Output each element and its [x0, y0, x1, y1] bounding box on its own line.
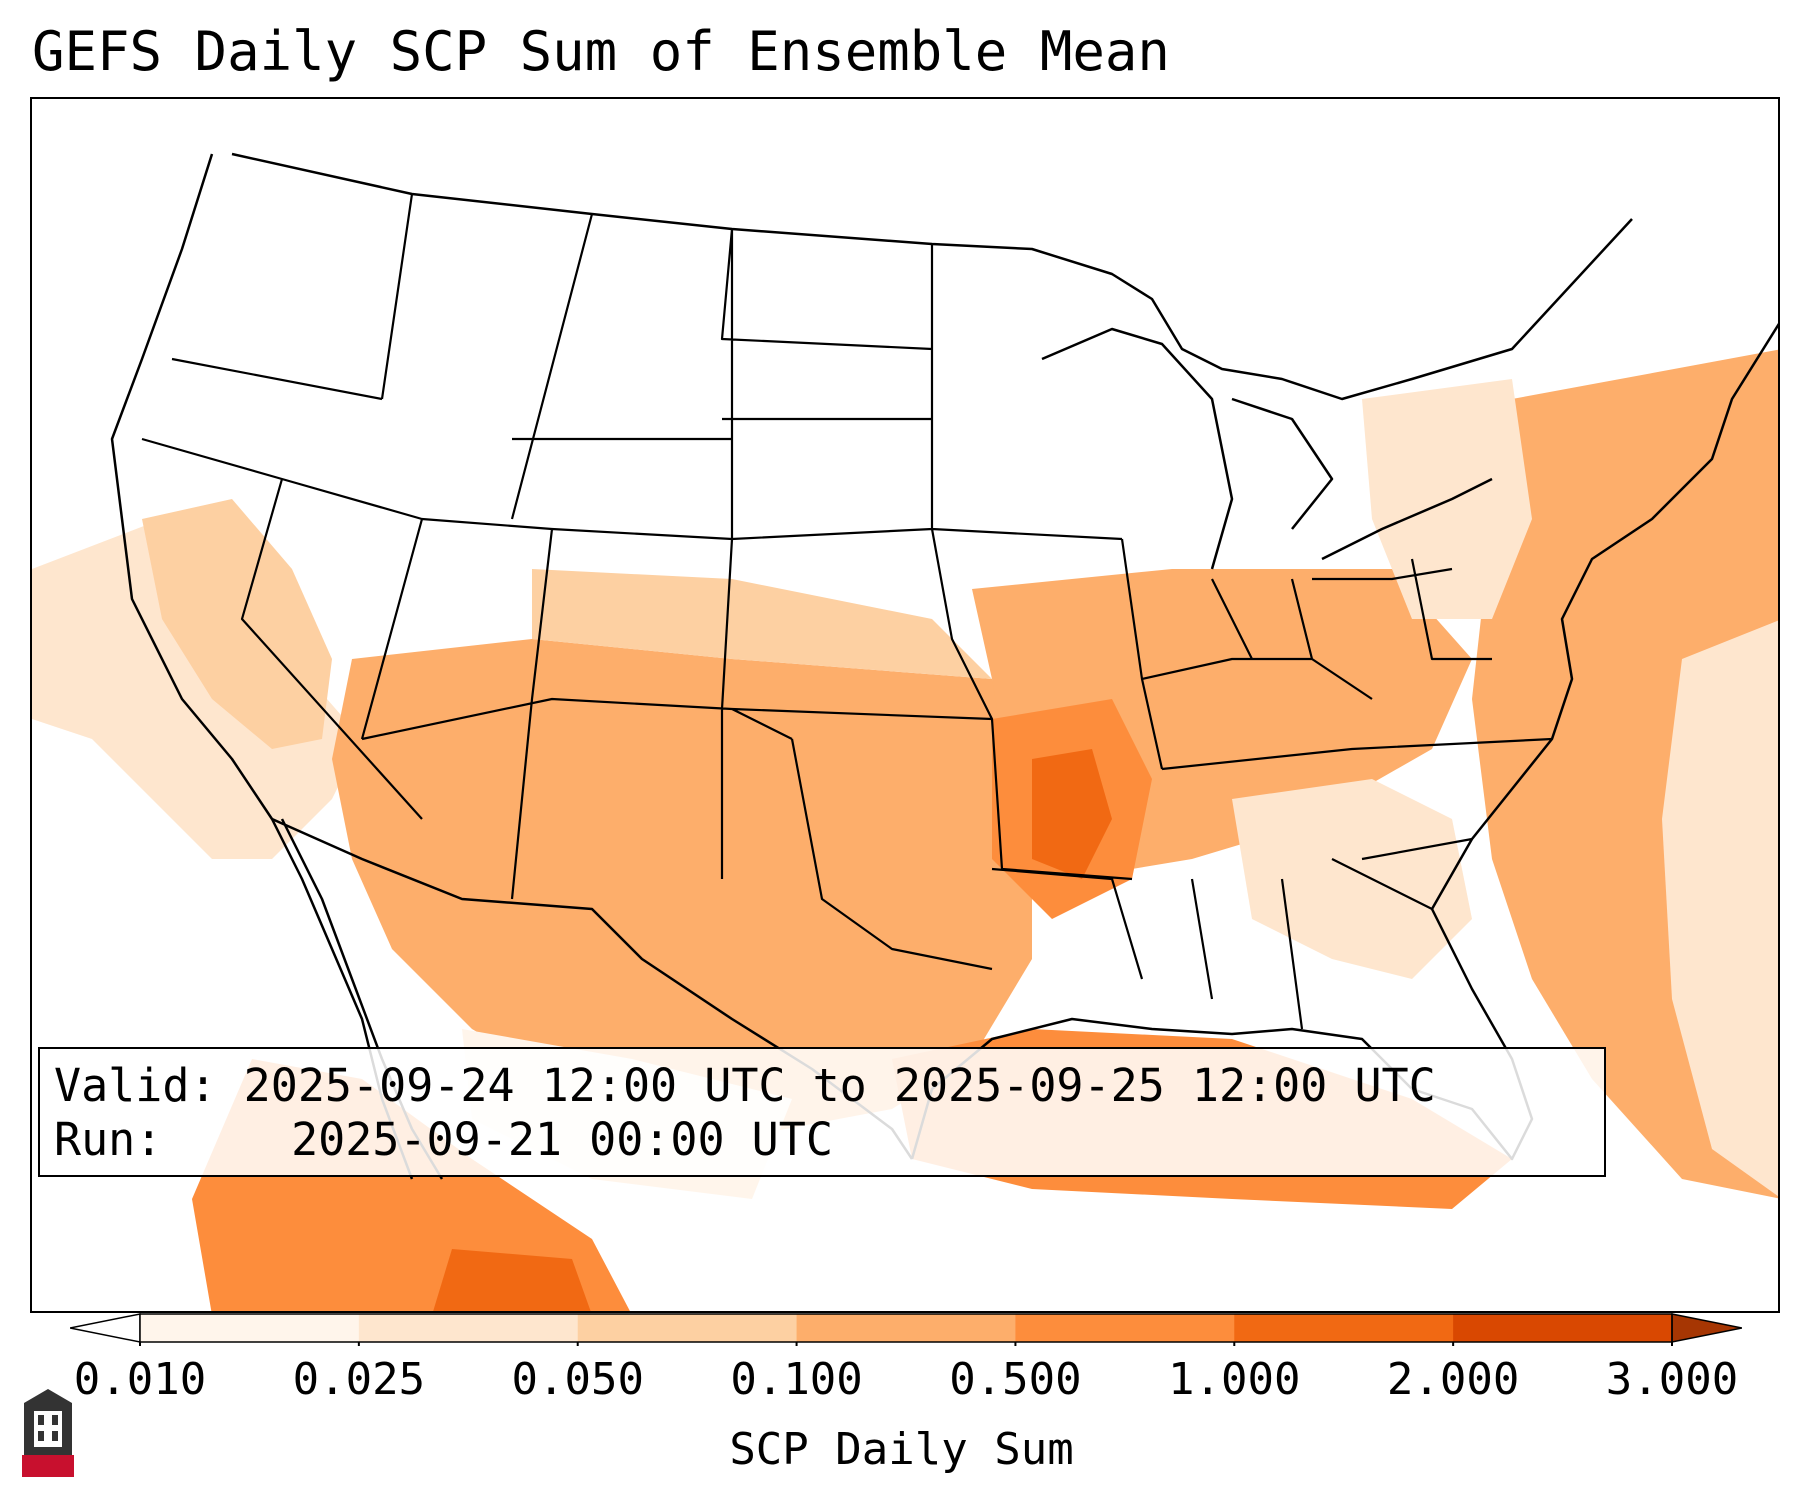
scp-region-plains-light	[532, 569, 992, 679]
colorbar-segment	[1015, 1314, 1235, 1342]
scp-region-west-light	[32, 519, 362, 859]
colorbar-tick-label: 2.000	[1386, 1354, 1520, 1405]
east-coastline	[1430, 323, 1778, 910]
run-line: Run: 2025-09-21 00:00 UTC	[54, 1113, 1590, 1167]
colorbar-svg	[69, 1313, 1743, 1346]
colorbar-outline	[139, 1313, 1673, 1343]
colorbar-label: SCP Daily Sum	[729, 1424, 1074, 1475]
colorbar-tick-label: 0.025	[292, 1354, 426, 1405]
colorbar-tick-label: 0.100	[730, 1354, 863, 1405]
colorbar-segment	[796, 1314, 1016, 1342]
colorbar-over-triangle	[1671, 1313, 1743, 1343]
scp-region-southwest	[332, 639, 1032, 1139]
run-label: Run:	[54, 1113, 163, 1166]
scp-region-northeast	[1362, 379, 1532, 619]
colorbar-tick-label: 3.000	[1605, 1354, 1739, 1405]
valid-line: Valid: 2025-09-24 12:00 UTC to 2025-09-2…	[54, 1059, 1590, 1113]
state-borders	[141, 193, 1553, 1030]
colorbar-tick-label: 0.500	[949, 1354, 1082, 1405]
west-coastline	[110, 153, 414, 1180]
map-panel[interactable]	[30, 97, 1780, 1313]
niu-logo	[20, 1385, 76, 1481]
map-title: GEFS Daily SCP Sum of Ensemble Mean	[32, 20, 1170, 83]
scp-region-mexico-pacific-max	[433, 1249, 591, 1311]
scp-region-atlantic-east-light	[1662, 620, 1778, 1197]
colorbar-tick-label: 0.050	[511, 1354, 644, 1405]
colorbar-tick-labels: 0.010 0.025 0.050 0.100 0.500 1.000 2.000 3.000	[0, 1355, 1803, 1415]
scp-region-arkansas-max	[1032, 749, 1112, 879]
colorbar-tick-label: 0.010	[73, 1354, 207, 1405]
scp-region-california	[142, 499, 332, 749]
colorbar-segment	[1234, 1314, 1454, 1342]
colorbar-segment	[1453, 1314, 1673, 1342]
colorbar-segment	[577, 1314, 798, 1342]
colorbar-segment	[358, 1314, 579, 1342]
colorbar-tick-label: 1.000	[1168, 1354, 1301, 1405]
colorbar-under-triangle	[69, 1313, 141, 1343]
run-value: 2025-09-21 00:00 UTC	[291, 1113, 833, 1166]
scp-region-southeast-light	[1232, 779, 1472, 979]
valid-run-info-box: Valid: 2025-09-24 12:00 UTC to 2025-09-2…	[38, 1047, 1606, 1177]
us-canada-border	[231, 152, 1633, 401]
colorbar	[69, 1310, 1743, 1346]
niu-logo-icon	[22, 1389, 74, 1477]
great-lakes	[1041, 327, 1493, 570]
valid-label: Valid:	[54, 1059, 217, 1112]
colorbar-segment	[140, 1314, 360, 1342]
valid-value: 2025-09-24 12:00 UTC to 2025-09-25 12:00…	[243, 1059, 1436, 1112]
